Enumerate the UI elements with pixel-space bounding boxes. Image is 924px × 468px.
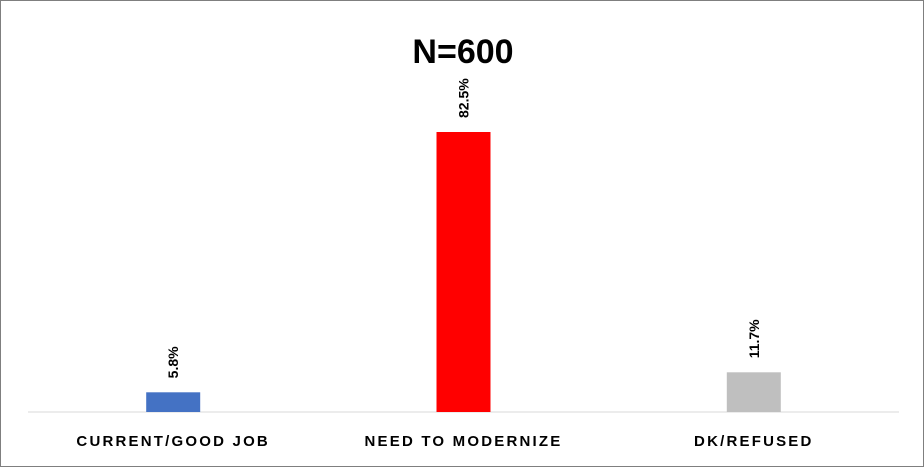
category-label-2: DK/REFUSED [694,433,814,450]
data-label-0: 5.8% [165,346,181,378]
data-labels-group: 5.8% 82.5% 11.7% [165,78,762,379]
chart-title: N=600 [412,33,513,71]
category-label-0: CURRENT/GOOD JOB [76,433,270,450]
category-label-1: NEED TO MODERNIZE [365,433,563,450]
bar-2 [726,372,781,412]
bar-1 [436,132,491,412]
bars-group [146,132,781,412]
data-label-2: 11.7% [746,319,762,358]
data-label-1: 82.5% [456,78,472,118]
category-labels-group: CURRENT/GOOD JOB NEED TO MODERNIZE DK/REFU… [76,433,814,450]
bar-0 [146,392,201,412]
